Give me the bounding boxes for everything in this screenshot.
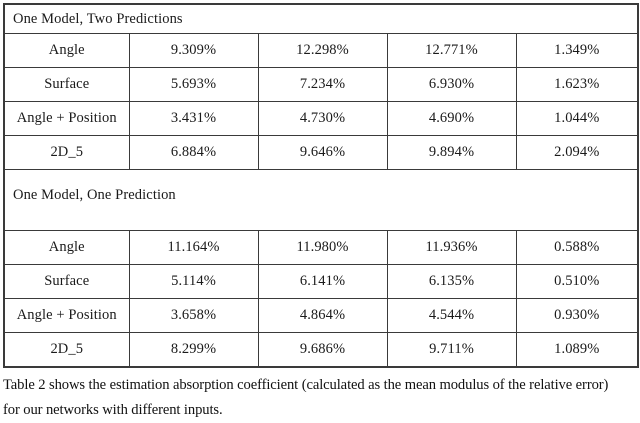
table-row: 2D_5 6.884% 9.646% 9.894% 2.094% [3, 135, 639, 170]
table-row: 2D_5 8.299% 9.686% 9.711% 1.089% [3, 332, 639, 368]
table-row: Angle 9.309% 12.298% 12.771% 1.349% [3, 33, 639, 68]
value-cell: 9.711% [386, 332, 517, 368]
value-cell: 0.510% [515, 264, 639, 299]
section-header-row: One Model, Two Predictions [3, 3, 639, 34]
table-row: Angle 11.164% 11.980% 11.936% 0.588% [3, 230, 639, 265]
row-label: Angle [3, 230, 130, 265]
value-cell: 8.299% [128, 332, 259, 368]
table-row: Angle + Position 3.431% 4.730% 4.690% 1.… [3, 101, 639, 136]
value-cell: 6.930% [386, 67, 517, 102]
section-header: One Model, One Prediction [3, 169, 639, 231]
value-cell: 4.544% [386, 298, 517, 333]
value-cell: 1.044% [515, 101, 639, 136]
value-cell: 1.349% [515, 33, 639, 68]
value-cell: 5.693% [128, 67, 259, 102]
value-cell: 12.771% [386, 33, 517, 68]
paper-page: One Model, Two Predictions Angle 9.309% … [3, 3, 640, 418]
value-cell: 2.094% [515, 135, 639, 170]
value-cell: 9.646% [257, 135, 388, 170]
value-cell: 6.141% [257, 264, 388, 299]
value-cell: 9.309% [128, 33, 259, 68]
value-cell: 0.930% [515, 298, 639, 333]
value-cell: 3.658% [128, 298, 259, 333]
row-label: 2D_5 [3, 135, 130, 170]
value-cell: 11.980% [257, 230, 388, 265]
value-cell: 9.686% [257, 332, 388, 368]
value-cell: 4.730% [257, 101, 388, 136]
table-caption: Table 2 shows the estimation absorption … [3, 373, 637, 423]
row-label: 2D_5 [3, 332, 130, 368]
value-cell: 12.298% [257, 33, 388, 68]
row-label: Angle + Position [3, 101, 130, 136]
row-label: Angle + Position [3, 298, 130, 333]
value-cell: 7.234% [257, 67, 388, 102]
value-cell: 4.690% [386, 101, 517, 136]
caption-line-2: for our networks with different inputs. [3, 402, 223, 418]
table-row: Surface 5.693% 7.234% 6.930% 1.623% [3, 67, 639, 102]
value-cell: 0.588% [515, 230, 639, 265]
value-cell: 3.431% [128, 101, 259, 136]
section-header-row: One Model, One Prediction [3, 169, 639, 231]
results-table: One Model, Two Predictions Angle 9.309% … [3, 3, 640, 368]
value-cell: 6.135% [386, 264, 517, 299]
row-label: Surface [3, 264, 130, 299]
section-header: One Model, Two Predictions [3, 3, 639, 34]
row-label: Angle [3, 33, 130, 68]
value-cell: 4.864% [257, 298, 388, 333]
caption-line-1: Table 2 shows the estimation absorption … [3, 377, 609, 393]
table-row: Angle + Position 3.658% 4.864% 4.544% 0.… [3, 298, 639, 333]
row-label: Surface [3, 67, 130, 102]
value-cell: 1.623% [515, 67, 639, 102]
value-cell: 11.936% [386, 230, 517, 265]
value-cell: 6.884% [128, 135, 259, 170]
table-row: Surface 5.114% 6.141% 6.135% 0.510% [3, 264, 639, 299]
value-cell: 5.114% [128, 264, 259, 299]
value-cell: 9.894% [386, 135, 517, 170]
value-cell: 1.089% [515, 332, 639, 368]
value-cell: 11.164% [128, 230, 259, 265]
